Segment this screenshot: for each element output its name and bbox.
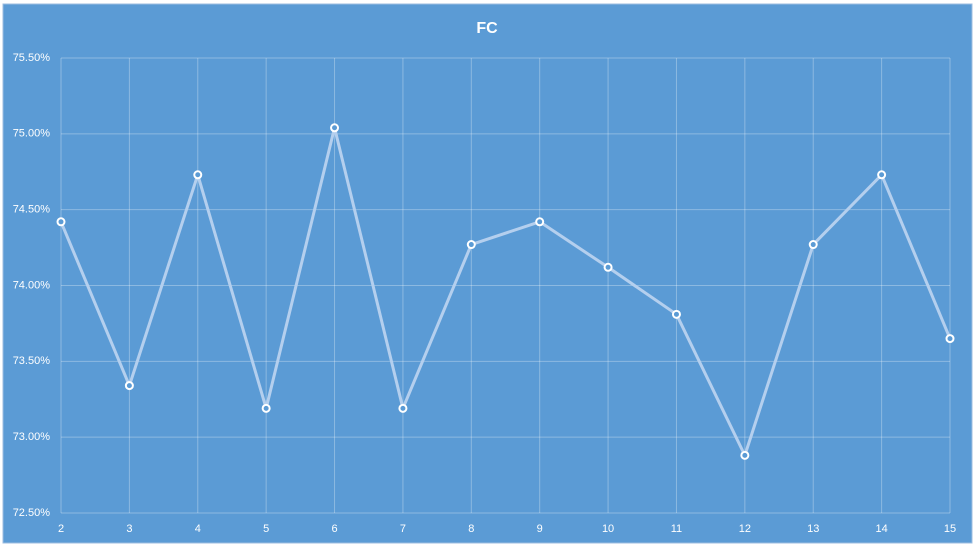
x-tick-label: 10 [602, 523, 614, 535]
chart-title: FC [476, 20, 498, 37]
marker [56, 217, 66, 227]
x-tick-label: 4 [195, 523, 201, 535]
y-tick-label: 75.00% [13, 128, 51, 140]
y-tick-label: 75.50% [13, 52, 51, 64]
x-tick-label: 2 [58, 523, 64, 535]
y-tick-label: 73.00% [13, 431, 51, 443]
marker [398, 403, 408, 413]
y-tick-label: 73.50% [13, 355, 51, 367]
marker [193, 170, 203, 180]
x-tick-label: 12 [739, 523, 751, 535]
marker [740, 450, 750, 460]
marker [671, 309, 681, 319]
marker [535, 217, 545, 227]
marker [261, 403, 271, 413]
chart-area [2, 3, 973, 544]
x-tick-label: 11 [671, 523, 682, 535]
x-tick-label: 6 [331, 523, 337, 535]
line [59, 126, 952, 457]
x-tick-label: 8 [468, 523, 474, 535]
x-tick-label: 3 [126, 523, 132, 535]
marker [466, 240, 476, 250]
marker [877, 170, 887, 180]
x-tick-label: 9 [537, 523, 543, 535]
marker [330, 123, 340, 133]
x-tick-label: 15 [944, 523, 956, 535]
x-tick-label: 13 [807, 523, 819, 535]
y-tick-label: 72.50% [13, 507, 51, 519]
marker [124, 381, 134, 391]
marker [945, 334, 955, 344]
x-tick-label: 7 [400, 523, 406, 535]
y-tick-label: 74.50% [13, 204, 51, 216]
y-tick-label: 74.00% [13, 279, 51, 291]
marker [603, 262, 613, 272]
x-tick-label: 5 [263, 523, 269, 535]
x-tick-label: 14 [875, 523, 887, 535]
marker [808, 240, 818, 250]
